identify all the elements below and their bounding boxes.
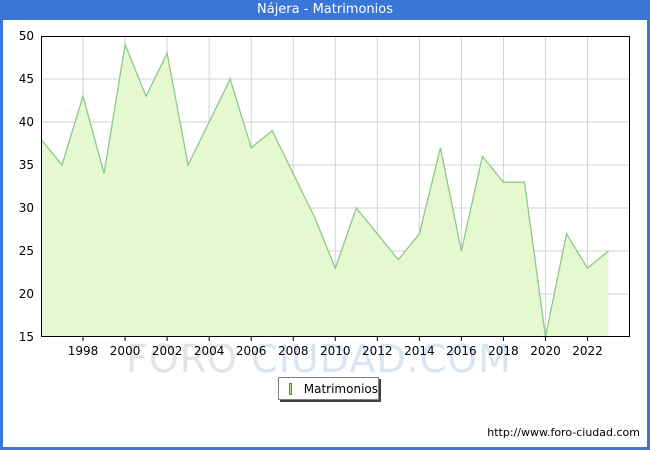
watermark-text-gray: FORO <box>126 337 239 381</box>
chart-title: Nájera - Matrimonios <box>0 0 650 20</box>
legend-swatch-matrimonios <box>289 382 292 395</box>
area-fill <box>41 44 609 337</box>
footer-url: http://www.foro-ciudad.com <box>487 426 640 439</box>
x-axis-label: 2004 <box>193 344 225 358</box>
y-axis-label: 35 <box>18 158 34 172</box>
x-axis-label: 2012 <box>362 344 393 358</box>
data-line <box>40 42 609 338</box>
x-axis-label: 2016 <box>446 344 477 358</box>
x-axis-label: 2002 <box>151 344 183 358</box>
x-axis-label: 2020 <box>530 344 561 358</box>
x-axis-label: 2010 <box>319 344 351 358</box>
x-axis-label: 2018 <box>488 344 519 358</box>
legend-box: Matrimonios <box>278 377 379 400</box>
x-axis-label: 2008 <box>277 344 309 358</box>
y-axis-label: 20 <box>18 287 34 301</box>
x-axis-label: 2000 <box>109 344 141 358</box>
x-axis-label: 2022 <box>572 344 603 358</box>
x-axis-label: 2014 <box>404 344 435 358</box>
y-axis-label: 50 <box>18 29 34 43</box>
y-axis-label: 45 <box>18 72 34 86</box>
y-axis-label: 40 <box>18 115 34 129</box>
x-axis-label: 1998 <box>67 344 99 358</box>
legend-label: Matrimonios <box>303 381 378 396</box>
plot-border <box>41 36 630 337</box>
x-axis-label: 2006 <box>235 344 267 358</box>
y-axis-label: 15 <box>18 330 34 344</box>
watermark: FORO CIUDAD.COM <box>126 338 512 380</box>
y-axis-label: 25 <box>18 244 34 258</box>
y-axis-label: 30 <box>18 201 34 215</box>
area-chart <box>40 36 630 341</box>
watermark-text-blue: CIUDAD.COM <box>238 337 512 381</box>
